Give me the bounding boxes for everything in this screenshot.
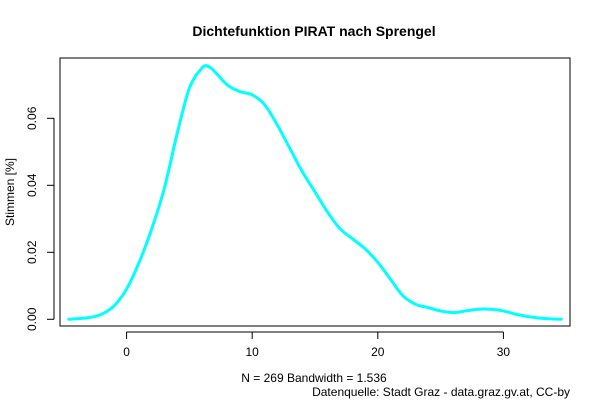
chart-title: Dichtefunktion PIRAT nach Sprengel: [192, 23, 435, 39]
y-tick-label: 0.04: [25, 173, 39, 197]
y-tick-label: 0.02: [25, 240, 39, 264]
x-axis-label: N = 269 Bandwidth = 1.536: [241, 371, 387, 385]
x-tick-label: 20: [371, 345, 385, 359]
y-axis: 0.00 0.02 0.04 0.06: [25, 106, 55, 331]
y-tick-label: 0.00: [25, 307, 39, 331]
y-tick-label: 0.06: [25, 106, 39, 130]
plot-frame: [59, 57, 571, 327]
x-tick-label: 0: [123, 345, 130, 359]
x-axis: 0 10 20 30: [123, 331, 511, 359]
x-tick-label: 10: [246, 345, 260, 359]
data-source-note: Datenquelle: Stadt Graz - data.graz.gv.a…: [312, 385, 570, 399]
density-curve: [67, 64, 563, 321]
x-tick-label: 30: [497, 345, 511, 359]
y-axis-label: Stimmen [%]: [3, 158, 17, 226]
